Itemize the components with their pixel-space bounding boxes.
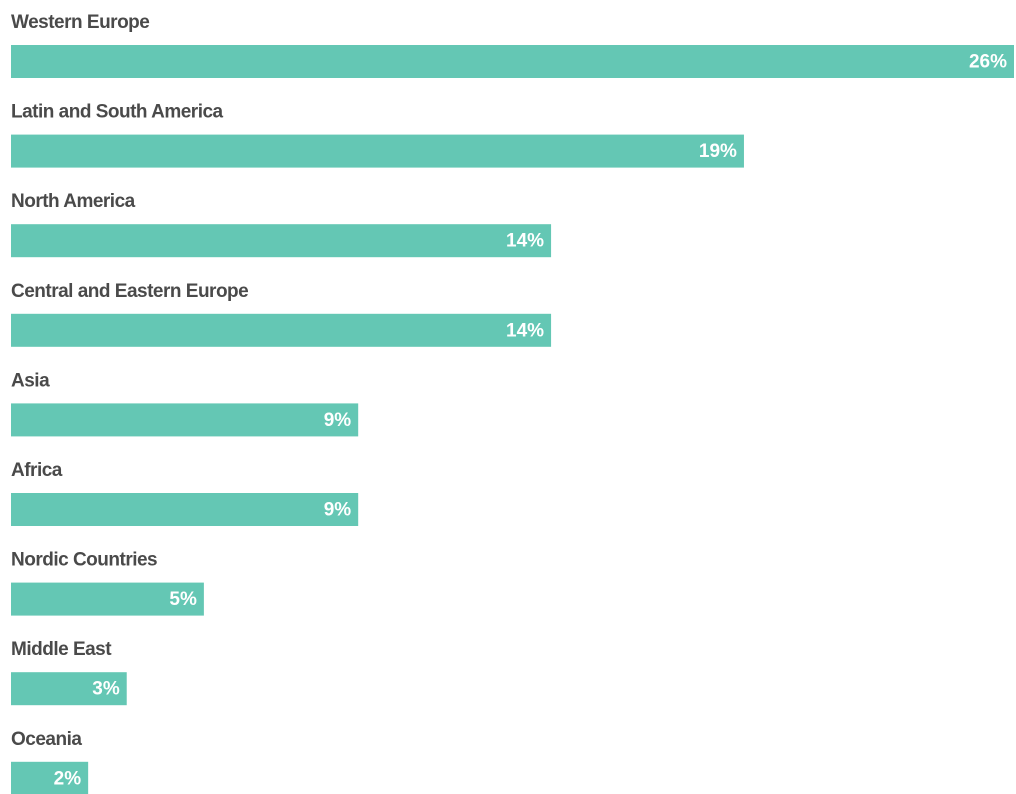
bar xyxy=(11,493,359,526)
category-label: Africa xyxy=(11,460,63,481)
value-label: 14% xyxy=(506,320,544,341)
bar xyxy=(11,582,204,616)
bar xyxy=(11,672,127,706)
category-label: Nordic Countries xyxy=(11,550,157,571)
bar xyxy=(11,224,552,258)
value-label: 9% xyxy=(324,410,352,431)
bar xyxy=(11,134,744,168)
value-label: 9% xyxy=(324,500,352,521)
bar xyxy=(11,45,1014,78)
category-label: Asia xyxy=(11,370,50,391)
value-label: 14% xyxy=(506,231,544,252)
category-label: North America xyxy=(11,191,136,212)
bar xyxy=(11,761,89,794)
value-label: 19% xyxy=(699,141,737,162)
value-label: 26% xyxy=(969,52,1007,73)
value-label: 2% xyxy=(54,768,82,789)
value-label: 5% xyxy=(169,589,197,610)
bar xyxy=(11,313,552,347)
category-label: Oceania xyxy=(11,729,82,750)
category-label: Central and Eastern Europe xyxy=(11,281,248,302)
category-label: Middle East xyxy=(11,639,112,660)
bar xyxy=(11,403,359,437)
value-label: 3% xyxy=(92,679,120,700)
category-label: Western Europe xyxy=(11,12,149,33)
category-label: Latin and South America xyxy=(11,102,224,123)
